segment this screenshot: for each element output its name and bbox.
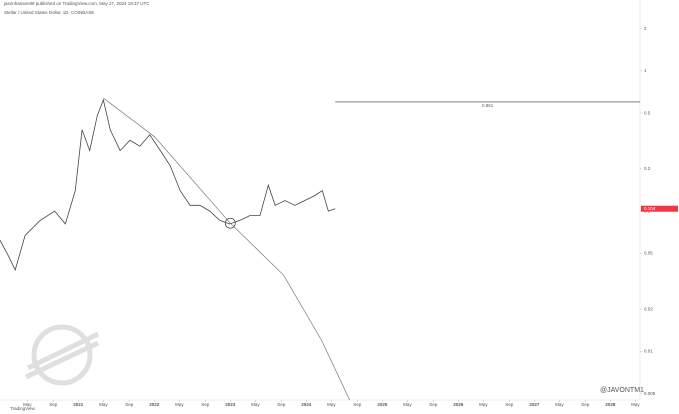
x-tick-label: 2026 <box>453 402 464 407</box>
level-label: 0.861 <box>482 103 494 108</box>
x-tick-label: Sep <box>505 402 514 407</box>
x-tick-label: Sep <box>277 402 286 407</box>
x-tick-label: Sep <box>125 402 134 407</box>
symbol: Stellar / United States Dollar, 1D, COIN… <box>4 10 94 15</box>
last-price-label: 0.104 <box>644 206 656 211</box>
x-tick-label: Sep <box>429 402 438 407</box>
x-tick-label: May <box>555 402 564 407</box>
x-tick-label: 2027 <box>529 402 540 407</box>
highlight-circle <box>224 217 236 229</box>
x-tick-label: 2023 <box>225 402 236 407</box>
stellar-logo <box>24 324 100 386</box>
y-tick-label: 2 <box>644 26 647 31</box>
publisher: jasonhansen88 published on TradingView.c… <box>3 1 150 6</box>
x-tick-label: May <box>175 402 184 407</box>
y-tick-label: 0.5 <box>644 110 651 115</box>
x-tick-label: 2028 <box>605 402 616 407</box>
y-tick-label: 0.005 <box>644 391 656 396</box>
x-tick-label: May <box>403 402 412 407</box>
y-tick-label: 0.01 <box>644 349 653 354</box>
x-tick-label: May <box>99 402 108 407</box>
y-tick-label: 0.05 <box>644 251 653 256</box>
y-tick-label: 0.02 <box>644 306 653 311</box>
y-tick-label: 1 <box>644 68 647 73</box>
price-line <box>0 98 336 272</box>
x-tick-label: Sep <box>201 402 210 407</box>
last-price-tag <box>641 205 678 212</box>
watermark: @JAVONTM1 <box>600 387 644 394</box>
y-tick-label: 0.2 <box>644 166 651 171</box>
x-tick-label: 2025 <box>377 402 388 407</box>
x-tick-label: Sep <box>49 402 58 407</box>
x-tick-label: 2024 <box>301 402 312 407</box>
x-tick-label: May <box>327 402 336 407</box>
x-tick-label: 2021 <box>73 402 84 407</box>
x-tick-label: 2022 <box>149 402 160 407</box>
x-tick-label: May <box>479 402 488 407</box>
x-tick-label: Sep <box>581 402 590 407</box>
x-tick-label: May <box>631 402 640 407</box>
x-tick-label: May <box>251 402 260 407</box>
brand: TradingView <box>10 406 36 411</box>
x-tick-label: Sep <box>353 402 362 407</box>
x-tick-label: May <box>23 402 32 407</box>
trendline <box>103 97 350 401</box>
